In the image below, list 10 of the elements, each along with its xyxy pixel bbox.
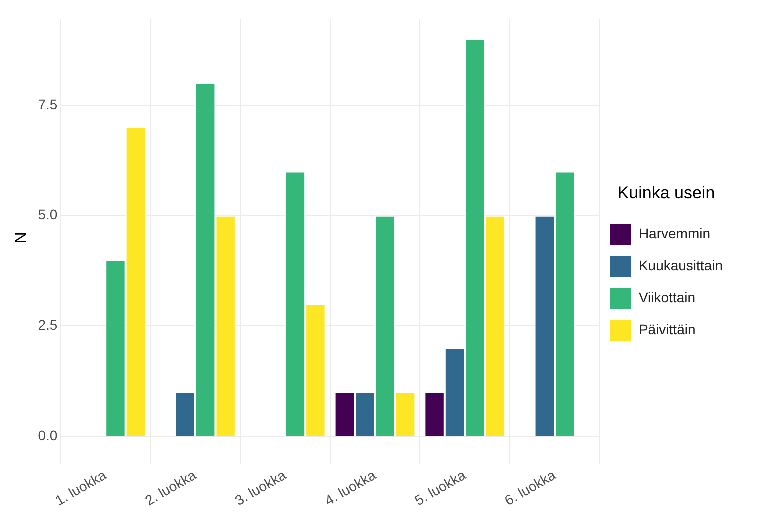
legend-label: Harvemmin [638,226,711,242]
legend-title: Kuinka usein [618,183,716,202]
y-axis-title: N [13,232,30,244]
legend-label: Kuukausittain [638,258,724,274]
y-tick-label: 0.0 [38,427,58,444]
legend-label: Päivittäin [638,322,696,338]
y-tick-label: 7.5 [38,96,58,112]
y-tick-label: 5.0 [38,206,58,223]
legend-label: Viikottain [638,290,696,306]
y-tick-label: 2.5 [38,317,58,334]
